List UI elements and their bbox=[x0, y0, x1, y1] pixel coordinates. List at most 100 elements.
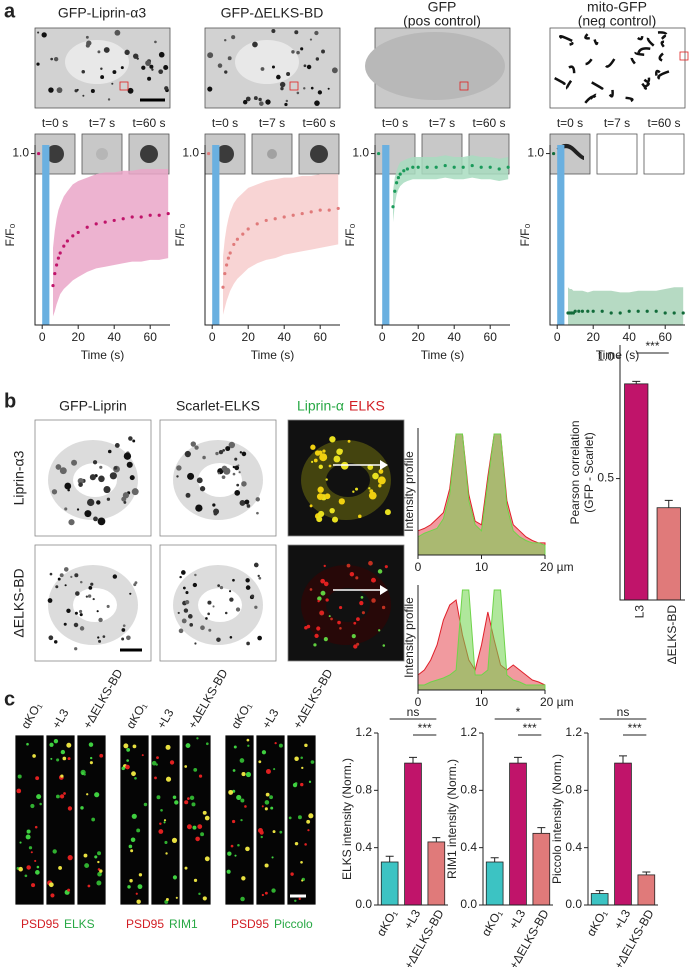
image-spot bbox=[129, 592, 132, 595]
image-spot bbox=[189, 795, 195, 801]
image-spot bbox=[253, 96, 258, 101]
image-spot bbox=[90, 756, 93, 760]
image-spot bbox=[261, 805, 264, 808]
image-spot bbox=[143, 802, 148, 807]
image-spot bbox=[177, 611, 180, 615]
image-spot bbox=[74, 647, 78, 651]
image-spot bbox=[63, 567, 69, 572]
x-tick-label: 0 bbox=[415, 560, 422, 574]
image-spot bbox=[24, 874, 28, 878]
image-spot bbox=[314, 633, 319, 639]
image-spot bbox=[244, 805, 247, 808]
mitochondrion bbox=[554, 77, 566, 86]
image-spot bbox=[193, 767, 198, 772]
image-spot bbox=[30, 851, 33, 854]
puncta bbox=[310, 145, 328, 163]
image-spot bbox=[96, 500, 101, 505]
error-bar bbox=[514, 756, 522, 764]
image-spot bbox=[271, 888, 276, 893]
image-spot bbox=[273, 768, 276, 771]
image-spot bbox=[313, 458, 318, 463]
image-spot bbox=[224, 38, 227, 42]
image-frame bbox=[119, 734, 150, 906]
image-spot bbox=[300, 782, 304, 787]
image-spot bbox=[92, 818, 95, 821]
image-spot bbox=[130, 849, 134, 853]
image-spot bbox=[371, 598, 376, 603]
image-spot bbox=[19, 841, 22, 844]
x-tick-label: 40 bbox=[448, 330, 462, 344]
image-spot bbox=[244, 499, 250, 505]
image-spot bbox=[296, 91, 300, 95]
image-spot bbox=[265, 792, 270, 797]
image-spot bbox=[64, 482, 72, 490]
error-bar bbox=[619, 755, 627, 764]
image-spot bbox=[288, 816, 292, 820]
data-point bbox=[327, 208, 331, 212]
lane-label: +L3 bbox=[154, 706, 176, 731]
image-spot bbox=[184, 450, 191, 458]
lane-label: αKO₁ bbox=[123, 700, 149, 732]
bar bbox=[532, 832, 551, 906]
image-spot bbox=[83, 853, 88, 858]
y-axis-label: Intensity profile bbox=[402, 451, 416, 532]
mitochondrion bbox=[660, 34, 667, 40]
image-spot bbox=[82, 94, 85, 97]
image-spot bbox=[259, 101, 264, 106]
image-spot bbox=[92, 597, 95, 601]
image-spot bbox=[325, 598, 329, 602]
image-spot bbox=[236, 794, 242, 801]
image-spot bbox=[247, 744, 250, 747]
image-spot bbox=[36, 794, 42, 800]
image-spot bbox=[48, 882, 54, 888]
image-frame bbox=[643, 133, 685, 175]
image-spot bbox=[99, 753, 104, 758]
time-label: t=0 s bbox=[212, 116, 238, 130]
data-point bbox=[157, 213, 161, 217]
image-spot bbox=[359, 600, 364, 606]
image-spot bbox=[316, 626, 321, 631]
bleach-window bbox=[212, 145, 220, 325]
image-spot bbox=[171, 837, 178, 843]
image-spot bbox=[316, 516, 323, 523]
image-spot bbox=[35, 870, 40, 875]
image-spot bbox=[240, 818, 243, 822]
image-spot bbox=[231, 35, 236, 40]
image-spot bbox=[163, 64, 169, 70]
micrograph bbox=[204, 133, 246, 175]
image-spot bbox=[329, 507, 335, 514]
image-spot bbox=[120, 66, 124, 70]
image-spot bbox=[323, 581, 329, 587]
x-tick-label: 20 bbox=[242, 330, 256, 344]
image-spot bbox=[186, 824, 192, 830]
image-spot bbox=[109, 472, 117, 480]
image-spot bbox=[207, 600, 212, 605]
category-label: L3 bbox=[632, 605, 646, 619]
image-spot bbox=[149, 64, 154, 69]
image-spot bbox=[270, 806, 274, 810]
micrograph bbox=[45, 734, 76, 906]
image-spot bbox=[327, 87, 330, 90]
image-spot bbox=[106, 604, 110, 608]
image-spot bbox=[137, 884, 143, 890]
image-spot bbox=[62, 756, 67, 761]
image-spot bbox=[163, 819, 167, 822]
data-point bbox=[452, 165, 456, 169]
image-spot bbox=[217, 472, 221, 475]
image-spot bbox=[196, 737, 199, 740]
image-spot bbox=[221, 465, 228, 472]
data-point bbox=[488, 165, 492, 169]
image-spot bbox=[234, 490, 241, 496]
image-spot bbox=[308, 813, 314, 819]
image-spot bbox=[328, 615, 331, 618]
stain-label: PSD95 bbox=[231, 917, 269, 931]
x-tick-label: 20 µm bbox=[540, 560, 574, 574]
data-point bbox=[166, 211, 170, 216]
image-spot bbox=[100, 75, 105, 80]
image-spot bbox=[264, 807, 268, 811]
data-point bbox=[425, 165, 429, 169]
image-spot bbox=[158, 69, 164, 75]
image-spot bbox=[320, 610, 324, 615]
data-point bbox=[85, 225, 89, 229]
image-spot bbox=[131, 488, 139, 496]
